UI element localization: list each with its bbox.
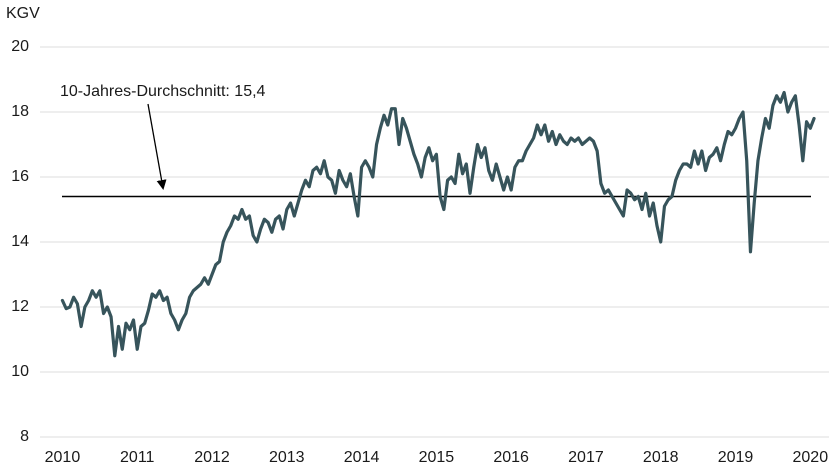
x-tick-label: 2014: [344, 449, 380, 466]
x-tick-label: 2018: [643, 449, 679, 466]
y-tick-label: 20: [11, 38, 29, 55]
line-series: [60, 90, 816, 358]
y-tick-label: 18: [11, 103, 29, 120]
x-tick-label: 2010: [45, 449, 81, 466]
x-tick-label: 2013: [269, 449, 305, 466]
x-tick-label: 2020: [793, 449, 829, 466]
y-tick-label: 8: [20, 428, 29, 445]
x-tick-label: 2019: [718, 449, 754, 466]
y-tick-label: 10: [11, 363, 29, 380]
x-tick-label: 2017: [568, 449, 604, 466]
x-tick-label: 2015: [419, 449, 455, 466]
y-tick-label: 12: [11, 298, 29, 315]
x-tick-label: 2012: [194, 449, 230, 466]
x-tick-label: 2016: [493, 449, 529, 466]
y-tick-label: 14: [11, 233, 29, 250]
y-tick-label: 16: [11, 168, 29, 185]
annotation-arrow: [147, 103, 167, 190]
grid: [40, 46, 829, 438]
x-tick-label: 2011: [120, 449, 155, 466]
y-axis-label: KGV: [6, 5, 40, 22]
annotation: 10-Jahres-Durchschnitt: 15,4: [60, 83, 266, 100]
